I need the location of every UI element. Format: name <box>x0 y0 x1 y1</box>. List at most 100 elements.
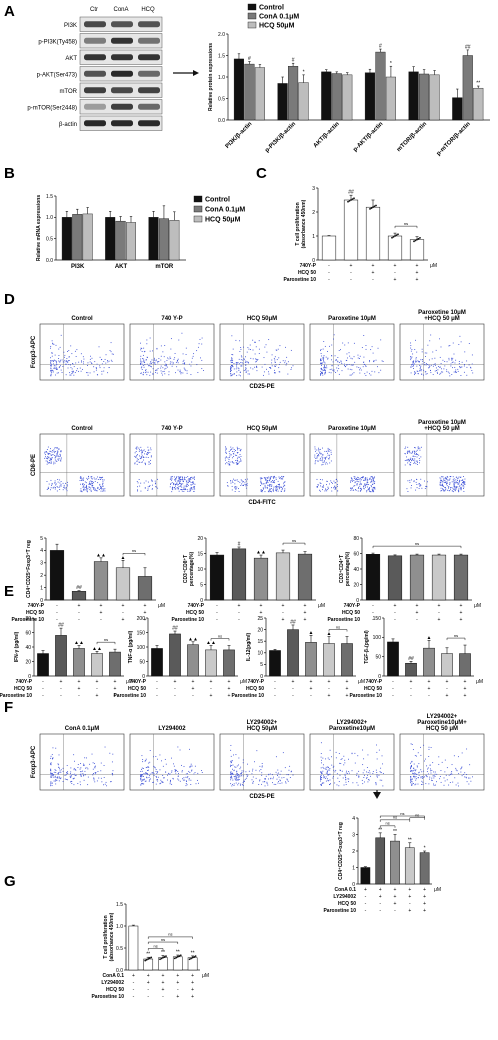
flow-event <box>350 374 352 376</box>
flow-event <box>144 463 146 465</box>
flow-event <box>340 758 342 760</box>
flow-event <box>92 762 94 764</box>
data-point <box>351 198 354 201</box>
flow-event <box>285 781 286 783</box>
condition-symbol: - <box>328 263 330 269</box>
flow-event <box>244 778 246 780</box>
flow-event <box>71 373 73 375</box>
flow-event <box>347 342 349 344</box>
flow-event <box>149 452 151 454</box>
flow-event <box>369 491 371 493</box>
flow-event <box>99 356 101 358</box>
flow-event <box>331 359 332 361</box>
condition-symbol: - <box>192 693 194 699</box>
flow-event <box>88 486 90 488</box>
condition-symbol: - <box>274 686 276 692</box>
flow-event <box>415 453 417 455</box>
flow-event <box>331 487 332 489</box>
flow-event <box>323 358 325 360</box>
flow-event <box>239 784 241 786</box>
flow-event <box>418 360 420 362</box>
flow-event <box>453 484 455 486</box>
flow-event <box>171 479 173 481</box>
flow-event <box>174 484 176 486</box>
flow-event <box>417 447 419 449</box>
flow-event <box>58 348 60 350</box>
bar <box>341 643 353 677</box>
legend-swatch <box>247 3 257 11</box>
flow-event <box>430 364 432 366</box>
flow-event <box>278 476 280 478</box>
flow-event <box>284 485 286 487</box>
data-point <box>372 206 374 209</box>
flow-event <box>55 456 57 458</box>
flow-event <box>189 363 191 365</box>
flow-event <box>168 773 170 775</box>
flow-event <box>274 372 276 374</box>
flow-event <box>270 476 272 478</box>
flow-event <box>460 487 462 489</box>
flow-plot-title-line: HCQ 50μM <box>247 426 277 432</box>
flow-event <box>374 488 376 490</box>
flow-event <box>382 361 384 362</box>
flow-event <box>274 369 275 371</box>
flow-event <box>317 455 319 457</box>
comparison-label: ns <box>168 932 172 937</box>
flow-event <box>354 485 356 487</box>
condition-label: LY294002 <box>333 894 356 900</box>
flow-event <box>450 772 452 774</box>
flow-event <box>409 452 411 454</box>
y-tick-label: 20 <box>353 582 359 588</box>
flow-event <box>87 374 89 376</box>
condition-symbol: - <box>60 686 62 692</box>
condition-symbol: - <box>133 994 135 1000</box>
flow-event <box>421 351 423 353</box>
flow-event <box>233 449 235 450</box>
flow-event <box>148 463 150 465</box>
flow-event <box>445 476 447 478</box>
flow-event <box>455 767 457 769</box>
flow-event <box>319 459 321 461</box>
condition-symbol: + <box>191 987 194 993</box>
flow-event <box>366 484 368 485</box>
condition-symbol: + <box>147 973 150 979</box>
bar <box>73 648 85 677</box>
flow-event <box>231 335 233 337</box>
flow-event <box>456 478 458 480</box>
flow-event <box>188 481 190 483</box>
flow-event <box>179 371 181 373</box>
condition-symbol: + <box>460 610 463 616</box>
flow-event <box>274 365 275 367</box>
flow-event <box>319 452 321 454</box>
flow-event <box>231 785 233 787</box>
y-tick-label: 40 <box>353 567 359 573</box>
flow-event <box>72 363 74 365</box>
flow-event <box>53 776 55 778</box>
condition-symbol: - <box>56 617 58 623</box>
y-axis-label: CD3⁺CD8⁺Tpercentage(%) <box>183 551 195 586</box>
flow-event <box>332 776 334 778</box>
flow-event <box>446 767 448 769</box>
flow-event <box>58 772 60 773</box>
flow-event <box>335 757 337 759</box>
flow-event <box>248 348 250 350</box>
flow-event <box>67 362 69 364</box>
flow-event <box>185 489 187 490</box>
bar <box>387 555 403 601</box>
flow-event <box>360 477 362 478</box>
unit-label: μM <box>430 263 437 269</box>
comparison-label: ns <box>415 813 419 818</box>
flow-event <box>276 485 277 487</box>
flow-event <box>174 353 176 354</box>
flow-event <box>95 478 97 480</box>
flow-event <box>231 365 233 366</box>
condition-symbol: - <box>292 686 294 692</box>
flow-event <box>417 371 419 372</box>
condition-symbol: + <box>394 901 397 907</box>
flow-event <box>320 777 322 779</box>
flow-plot-frame <box>309 733 395 791</box>
condition-symbol: - <box>156 679 158 685</box>
flow-event <box>321 773 322 775</box>
flow-event <box>230 766 231 768</box>
flow-event <box>418 763 420 765</box>
